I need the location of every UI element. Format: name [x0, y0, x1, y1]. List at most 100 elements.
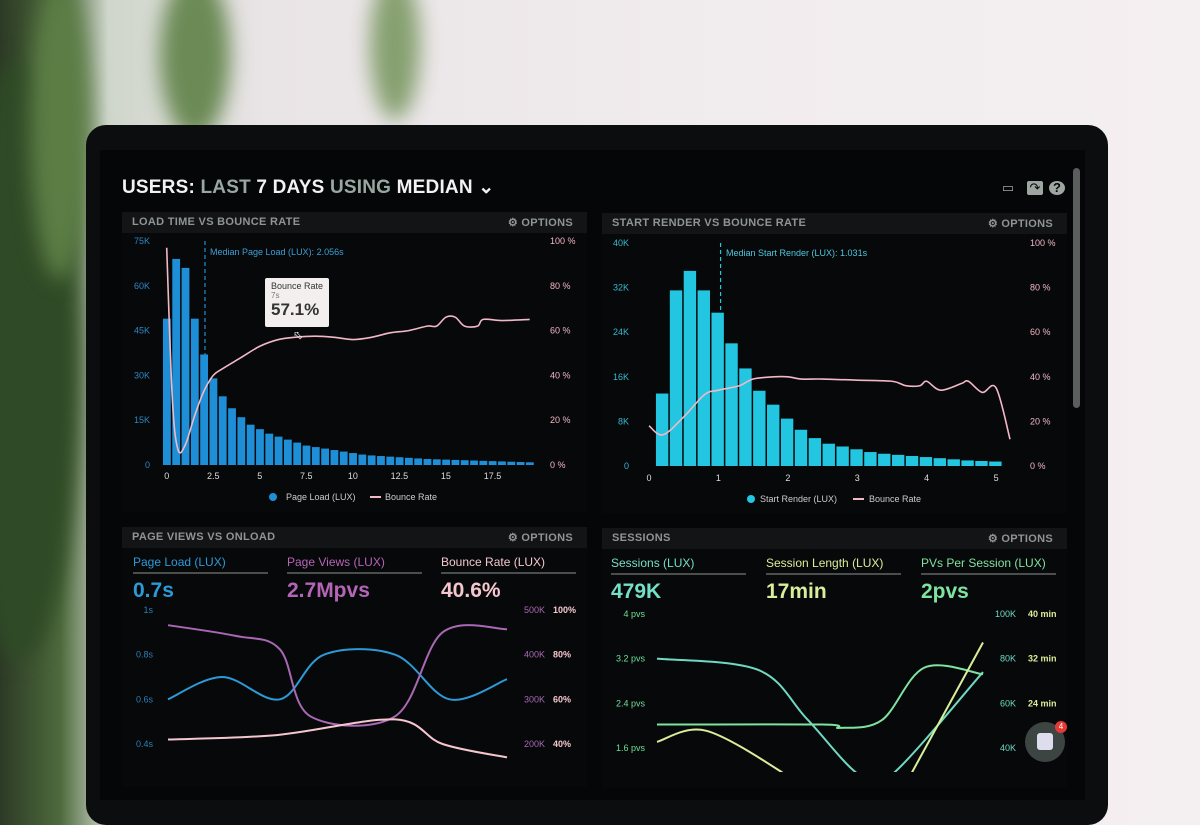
y-tick-label: 15K: [134, 415, 150, 425]
histogram-bar: [274, 436, 283, 465]
legend-marker: [747, 495, 755, 503]
y2-tick-label: 0 %: [550, 460, 566, 470]
panel-title: PAGE VIEWS VS ONLOAD: [132, 531, 276, 543]
histogram-bar: [339, 451, 348, 465]
x-tick-label: 7.5: [300, 471, 313, 481]
histogram-bar: [739, 368, 752, 466]
x-tick-label: 1: [716, 473, 721, 483]
y3-tick-label: 24 min: [1028, 698, 1057, 708]
options-button[interactable]: ⚙ OPTIONS: [507, 532, 573, 544]
y2-tick-label: 0 %: [1030, 461, 1046, 471]
title-median: MEDIAN: [396, 177, 473, 198]
x-tick-label: 2: [785, 473, 790, 483]
chat-icon: [1037, 733, 1053, 750]
histogram-bar: [498, 461, 506, 465]
notification-badge: 4: [1055, 721, 1067, 733]
monitor-icon[interactable]: ▭: [1001, 180, 1015, 195]
histogram-bar: [181, 267, 190, 465]
histogram-bar: [891, 454, 905, 466]
metric-label: Page Views (LUX): [287, 555, 385, 569]
x-tick-label: 4: [924, 473, 929, 483]
panel-title: START RENDER VS BOUNCE RATE: [612, 217, 807, 229]
histogram-bar: [293, 442, 302, 465]
y2-tick-label: 40 %: [1030, 372, 1051, 382]
legend-label: Start Render (LUX): [760, 494, 837, 504]
y-tick-label: 0.8s: [136, 650, 154, 660]
help-icon[interactable]: ?: [1049, 181, 1065, 195]
metric-label: Bounce Rate (LUX): [441, 555, 546, 569]
chevron-down-icon: ⌄: [478, 177, 495, 198]
metric-value: 479K: [611, 580, 662, 603]
y-tick-label: 8K: [618, 416, 629, 426]
median-label: Median Start Render (LUX): 1.031s: [726, 248, 868, 258]
histogram-bar: [470, 460, 478, 465]
scrollbar[interactable]: [1073, 168, 1080, 408]
y-tick-label: 30K: [134, 370, 150, 380]
y3-tick-label: 32 min: [1028, 654, 1057, 664]
histogram-bar: [655, 393, 669, 466]
y-tick-label: 1.6 pvs: [616, 743, 646, 753]
histogram-bar: [265, 433, 274, 465]
histogram-bar: [725, 343, 738, 466]
y-tick-label: 4 pvs: [623, 609, 645, 619]
series-line: [656, 657, 984, 772]
y-tick-label: 1s: [143, 605, 153, 615]
bounce-rate-line: [165, 247, 530, 454]
histogram-bar: [697, 290, 710, 466]
y2-tick-label: 20 %: [550, 415, 571, 425]
title-last: LAST: [200, 177, 251, 198]
histogram-bar: [507, 461, 516, 465]
options-button[interactable]: ⚙ OPTIONS: [987, 533, 1053, 545]
histogram-bar: [302, 445, 311, 465]
histogram-bar: [349, 453, 357, 465]
histogram-bar: [961, 460, 974, 466]
y2-tick-label: 60 %: [550, 326, 571, 336]
histogram-bar: [780, 418, 794, 466]
histogram-bar: [919, 457, 933, 466]
bounce-rate-line: [648, 375, 1011, 440]
panel-title: LOAD TIME VS BOUNCE RATE: [132, 216, 301, 228]
y2-tick-label: 40 %: [550, 370, 571, 380]
metric-label: Sessions (LUX): [611, 556, 695, 570]
y2-tick-label: 100 %: [1030, 238, 1056, 248]
metric-value: 17min: [766, 580, 827, 603]
y2-tick-label: 200K: [524, 739, 545, 749]
y-tick-label: 40K: [613, 238, 629, 248]
histogram-bar: [975, 460, 988, 466]
dashboard-title[interactable]: USERS: LAST 7 DAYS USING MEDIAN ⌄: [122, 176, 494, 199]
y-tick-label: 0.6s: [136, 694, 154, 704]
bounce-rate-tooltip: Bounce Rate 7s 57.1%: [265, 278, 329, 327]
x-tick-label: 3: [855, 473, 860, 483]
legend-marker: [269, 493, 277, 501]
plant-leaf: [160, 0, 230, 140]
histogram-bar: [162, 318, 171, 465]
histogram-bar: [669, 290, 683, 466]
legend-label: Bounce Rate: [385, 492, 437, 502]
options-button[interactable]: ⚙ OPTIONS: [987, 218, 1053, 230]
histogram-bar: [432, 459, 441, 465]
series-line: [167, 718, 508, 759]
y3-tick-label: 40 min: [1028, 609, 1057, 619]
share-icon[interactable]: ↷: [1027, 181, 1043, 195]
title-users: USERS:: [122, 177, 195, 198]
options-button[interactable]: ⚙ OPTIONS: [507, 217, 573, 229]
histogram-bar: [822, 443, 835, 466]
histogram-bar: [442, 459, 451, 465]
y-tick-label: 0.4s: [136, 739, 154, 749]
plant-leaf: [30, 0, 90, 280]
y2-tick-label: 20 %: [1030, 416, 1051, 426]
series-line: [656, 641, 984, 772]
metric-session-length-lux: Session Length (LUX) 17min: [766, 556, 901, 604]
histogram-bar: [200, 354, 209, 465]
metric-page-views-lux: Page Views (LUX) 2.7Mpvs: [287, 555, 422, 603]
histogram-bar: [878, 453, 891, 466]
histogram-bar: [404, 457, 413, 465]
histogram-bar: [905, 455, 919, 466]
histogram-bar: [377, 456, 385, 465]
legend-label: Bounce Rate: [869, 494, 921, 504]
title-using: USING: [329, 177, 392, 198]
y2-tick-label: 400K: [524, 650, 545, 660]
histogram-bar: [414, 458, 423, 465]
y3-tick-label: 60%: [553, 694, 571, 704]
